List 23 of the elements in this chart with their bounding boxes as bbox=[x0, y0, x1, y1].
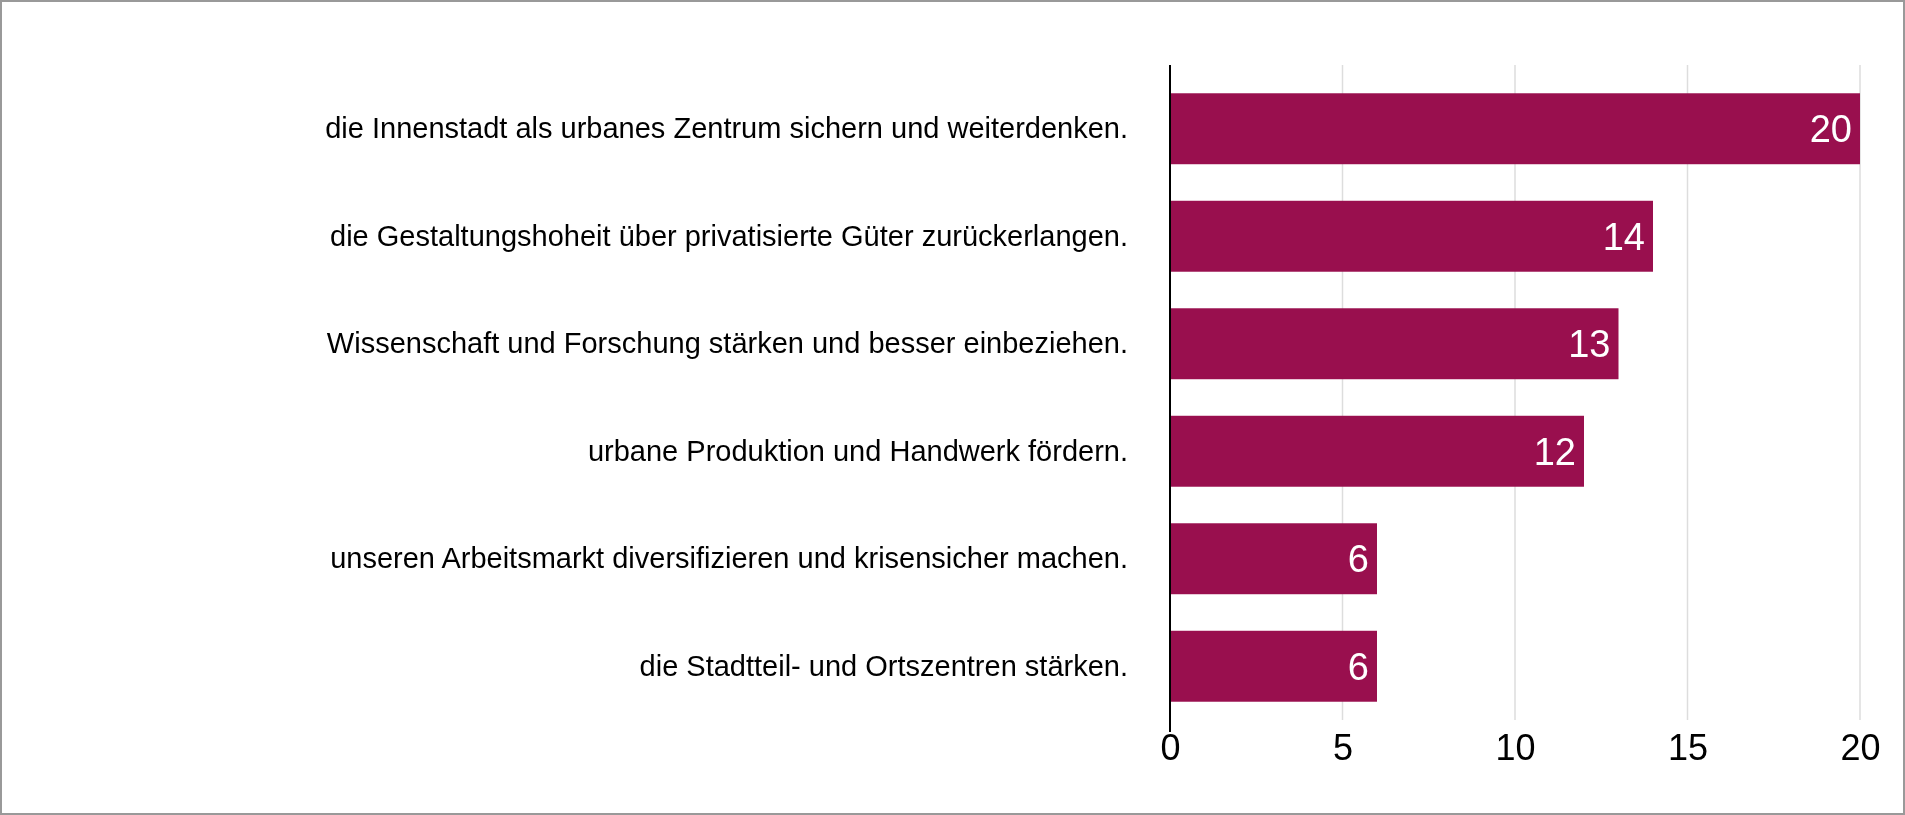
y-tick-label: die Innenstadt als urbanes Zentrum sichern und weiterdenken. bbox=[325, 112, 1128, 145]
bar bbox=[1170, 630, 1377, 702]
y-tick-label: unseren Arbeitsmarkt diversifizieren und krisensicher machen. bbox=[330, 542, 1128, 575]
bar bbox=[1170, 93, 1860, 165]
data-label: 14 bbox=[1602, 215, 1645, 258]
y-tick-label: Wissenschaft und Forschung stärken und besser einbeziehen. bbox=[326, 327, 1128, 360]
bar bbox=[1170, 523, 1377, 595]
data-label: 6 bbox=[1347, 538, 1369, 581]
y-tick-label: urbane Produktion und Handwerk fördern. bbox=[587, 434, 1128, 467]
y-tick-label: die Gestaltungshoheit über privatisierte Güter zurückerlangen. bbox=[330, 219, 1128, 252]
data-label: 20 bbox=[1809, 108, 1852, 151]
x-tick-label: 5 bbox=[1332, 726, 1354, 768]
bar bbox=[1170, 415, 1584, 487]
data-label: 13 bbox=[1568, 323, 1611, 366]
x-tick-label: 0 bbox=[1160, 726, 1181, 768]
x-tick-label: 15 bbox=[1667, 726, 1709, 768]
data-label: 6 bbox=[1347, 645, 1369, 688]
bar bbox=[1170, 200, 1653, 272]
x-tick-label: 10 bbox=[1495, 726, 1536, 768]
x-tick-label: 20 bbox=[1840, 726, 1881, 768]
bar bbox=[1170, 308, 1619, 380]
data-label: 12 bbox=[1533, 430, 1576, 473]
y-tick-label: die Stadtteil- und Ortszentren stärken. bbox=[639, 649, 1128, 682]
